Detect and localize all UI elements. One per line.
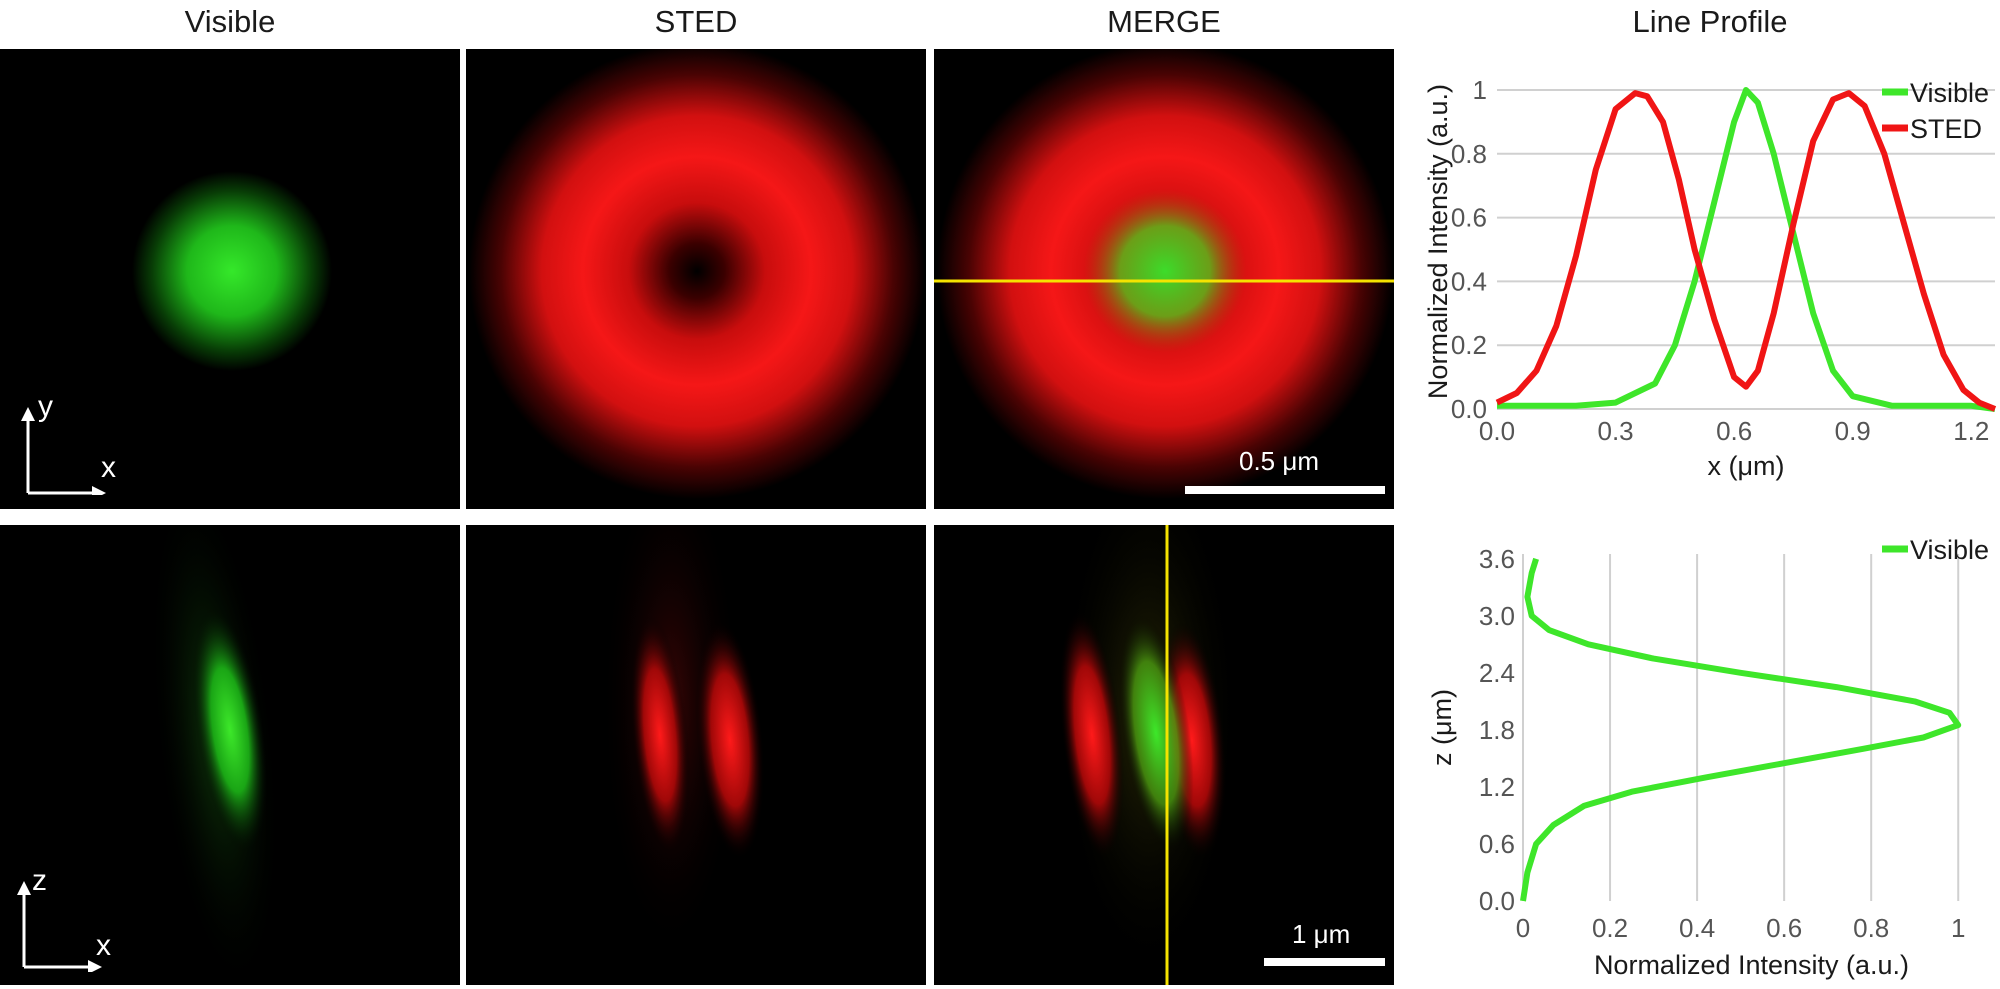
x-tick-label: 0.6 bbox=[1766, 913, 1802, 943]
y-tick-label: 0.6 bbox=[1451, 203, 1487, 233]
x-axis-label-bottom: x bbox=[96, 929, 111, 962]
panel-visible-xy: y x bbox=[0, 49, 460, 509]
line-profile-chart-xy: 0.0 0.2 0.4 0.6 0.8 1 0.0 0.3 0.6 0.9 1.2 x (μm) Nor… bbox=[1423, 75, 1997, 481]
line-profile-chart-z: 0 0.2 0.4 0.6 0.8 1 0.0 0.6 1.2 1.8 2.4 3.0 3.6 Norma… bbox=[1427, 535, 1989, 980]
x-tick-label: 0.3 bbox=[1597, 416, 1633, 446]
legend-label-sted: STED bbox=[1910, 114, 1982, 144]
xz-axes-indicator bbox=[14, 877, 104, 972]
header-merge: MERGE bbox=[1107, 4, 1221, 39]
visible-xy-image bbox=[132, 171, 332, 371]
x-tick-label: 0.6 bbox=[1716, 416, 1752, 446]
x-tick-label: 0.2 bbox=[1592, 913, 1628, 943]
y-tick-label: 3.0 bbox=[1479, 601, 1515, 631]
x-tick-label: 0.8 bbox=[1853, 913, 1889, 943]
scalebar-label-bottom: 1 μm bbox=[1292, 919, 1351, 949]
z-axis-label: z bbox=[32, 864, 47, 897]
y-tick-label: 1.2 bbox=[1479, 772, 1515, 802]
panel-merge-xy: 0.5 μm bbox=[934, 49, 1394, 509]
y-tick-label: 0.2 bbox=[1451, 330, 1487, 360]
header-visible: Visible bbox=[184, 4, 276, 39]
series-line-visible bbox=[1497, 87, 1996, 412]
y-tick-label: 1 bbox=[1473, 75, 1487, 105]
series-line-visible bbox=[1520, 557, 1962, 902]
x-tick-label: 0.0 bbox=[1479, 416, 1515, 446]
x-tick-label: 0.4 bbox=[1679, 913, 1715, 943]
header-sted: STED bbox=[654, 4, 738, 39]
header-line-profile: Line Profile bbox=[1632, 4, 1788, 39]
panel-visible-xz: z x bbox=[0, 525, 460, 985]
sted-xz-image bbox=[601, 525, 765, 955]
y-tick-label: 0.4 bbox=[1451, 266, 1487, 296]
y-tick-label: 3.6 bbox=[1479, 544, 1515, 574]
y-tick-label: 0.8 bbox=[1451, 139, 1487, 169]
y-tick-label: 0.0 bbox=[1451, 394, 1487, 424]
scalebar-bottom bbox=[1264, 958, 1385, 966]
y-tick-label: 2.4 bbox=[1479, 658, 1515, 688]
y-axis-title: z (μm) bbox=[1427, 689, 1457, 766]
merge-xz-image bbox=[1059, 525, 1239, 985]
scalebar-label-top: 0.5 μm bbox=[1239, 446, 1320, 476]
visible-xz-image bbox=[149, 525, 281, 985]
y-tick-label: 1.8 bbox=[1479, 715, 1515, 745]
x-tick-label: 0 bbox=[1516, 913, 1530, 943]
panel-merge-xz: 1 μm bbox=[934, 525, 1394, 985]
y-axis-title: Normalized Intensity (a.u.) bbox=[1423, 84, 1453, 399]
x-axis-title: x (μm) bbox=[1707, 451, 1784, 481]
y-tick-label: 0.0 bbox=[1479, 886, 1515, 916]
x-tick-label: 1.2 bbox=[1953, 416, 1989, 446]
y-axis-label: y bbox=[38, 390, 53, 423]
legend-label-visible: Visible bbox=[1910, 78, 1989, 108]
sted-xy-image bbox=[469, 49, 925, 499]
x-tick-label: 1 bbox=[1951, 913, 1965, 943]
xy-axes-indicator bbox=[18, 405, 108, 495]
y-tick-label: 0.6 bbox=[1479, 829, 1515, 859]
x-tick-label: 0.9 bbox=[1835, 416, 1871, 446]
series-line-sted bbox=[1495, 90, 1997, 412]
x-axis-title: Normalized Intensity (a.u.) bbox=[1594, 950, 1909, 980]
panel-sted-xy bbox=[466, 49, 926, 509]
x-axis-label: x bbox=[101, 451, 116, 484]
legend-label-visible: Visible bbox=[1910, 535, 1989, 565]
scalebar-top bbox=[1185, 486, 1385, 494]
merge-xy-image bbox=[934, 49, 1394, 499]
panel-sted-xz bbox=[466, 525, 926, 985]
